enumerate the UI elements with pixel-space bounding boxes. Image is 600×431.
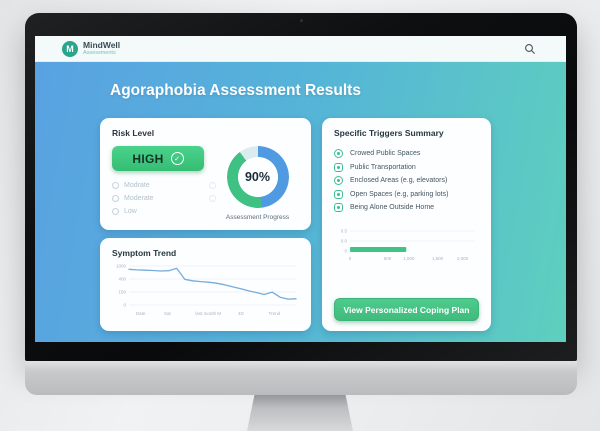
svg-text:150: 150 (118, 290, 126, 295)
trigger-item: Crowed Public Spaces (334, 147, 479, 161)
screen: M MindWell Assessments Agoraphobia Asses… (35, 36, 566, 342)
risk-option-list: Modrate Moderate (112, 179, 216, 218)
left-column: Risk Level HIGH ✓ Modrate (100, 118, 311, 331)
radio-icon[interactable] (112, 208, 119, 215)
view-coping-plan-button[interactable]: View Personalized Coping Plan (334, 298, 479, 321)
risk-option-modrate[interactable]: Modrate (112, 179, 216, 192)
brand-name[interactable]: MindWell (83, 40, 121, 50)
trigger-label: Being Alone Outside Home (350, 204, 435, 212)
risk-option-label: Moderate (124, 195, 154, 202)
svg-text:last month: last month (195, 311, 216, 316)
trigger-bar-chart: 0.5 0.0 0 0 500 1,000 1,500 2,000 (334, 222, 479, 267)
svg-text:0.5: 0.5 (341, 228, 348, 233)
svg-text:Sat: Sat (164, 311, 172, 316)
monitor-chin (25, 361, 577, 395)
svg-text:0.0: 0.0 (341, 238, 348, 243)
bus-icon (334, 162, 343, 172)
risk-card-title: Risk Level (112, 128, 155, 138)
svg-text:400: 400 (118, 277, 126, 282)
risk-option-label: Low (124, 208, 137, 215)
radio-icon[interactable] (209, 195, 216, 202)
triggers-card: Specific Triggers Summary Crowed Public … (322, 118, 491, 331)
home-icon (334, 203, 343, 213)
trigger-label: Open Spaces (e.g, parking lots) (350, 190, 449, 198)
progress-caption: Assessment Progress (225, 214, 290, 221)
svg-text:Trend: Trend (268, 311, 280, 316)
risk-level-card: Risk Level HIGH ✓ Modrate (100, 118, 311, 230)
risk-option-label: Modrate (124, 182, 150, 189)
brand-subtitle: Assessments (83, 49, 116, 56)
trigger-item: Being Alone Outside Home (334, 201, 479, 215)
risk-body: HIGH ✓ Modrate (112, 146, 299, 221)
risk-options-block: HIGH ✓ Modrate (112, 146, 216, 221)
parking-icon (334, 189, 343, 199)
trigger-list: Crowed Public Spaces Public Transportati… (334, 147, 479, 215)
trigger-item: Open Spaces (e.g, parking lots) (334, 188, 479, 202)
svg-text:500: 500 (384, 256, 392, 261)
svg-text:M: M (217, 311, 221, 316)
brand-logo-icon[interactable]: M (62, 40, 78, 57)
svg-text:1,000: 1,000 (403, 256, 415, 261)
svg-text:Date: Date (136, 311, 146, 316)
risk-high-button[interactable]: HIGH ✓ (112, 146, 204, 171)
brand-logo-letter: M (66, 43, 74, 54)
right-column: Specific Triggers Summary Crowed Public … (322, 118, 491, 331)
svg-text:1000: 1000 (116, 264, 127, 269)
trigger-item: Public Transportation (334, 161, 479, 175)
search-icon[interactable] (524, 43, 536, 55)
risk-option-moderate[interactable]: Moderate (112, 192, 216, 205)
trend-card-title: Symptom Trend (112, 248, 177, 258)
app-header: M MindWell Assessments (35, 36, 566, 62)
risk-high-label: HIGH (132, 151, 164, 166)
svg-text:0: 0 (344, 248, 347, 253)
webcam-icon (300, 19, 303, 22)
check-circle-icon: ✓ (170, 152, 184, 165)
svg-text:1,500: 1,500 (432, 256, 444, 261)
radio-icon[interactable] (112, 195, 119, 202)
radio-icon[interactable] (209, 182, 216, 189)
brand-block: MindWell Assessments (83, 41, 120, 56)
progress-percentage: 90% (244, 170, 271, 184)
assessment-progress-ring: 90% (226, 146, 289, 208)
crowd-icon (334, 149, 343, 159)
trigger-label: Crowed Public Spaces (350, 150, 421, 158)
monitor-stand (247, 395, 353, 431)
page-title: Agoraphobia Assessment Results (110, 82, 361, 99)
svg-text:0: 0 (349, 256, 352, 261)
triggers-card-title: Specific Triggers Summary (334, 128, 444, 138)
content-grid: Risk Level HIGH ✓ Modrate (100, 118, 566, 331)
risk-option-low[interactable]: Low (112, 205, 216, 218)
svg-text:0: 0 (123, 303, 126, 308)
trigger-label: Public Transportation (350, 163, 416, 171)
svg-text:4D: 4D (238, 311, 245, 316)
elevator-icon (334, 176, 343, 186)
symptom-trend-card: Symptom Trend 1000 400 150 0 Date Sat last mon… (100, 238, 311, 331)
svg-text:2,000: 2,000 (457, 256, 469, 261)
trigger-label: Enclosed Areas (e.g, elevators) (350, 177, 448, 185)
trigger-item: Enclosed Areas (e.g, elevators) (334, 174, 479, 188)
results-page: Agoraphobia Assessment Results Risk Leve… (35, 62, 566, 342)
symptom-trend-chart: 1000 400 150 0 Date Sat last month M 4D Trend (112, 261, 299, 324)
progress-ring-arc (226, 146, 289, 208)
assessment-progress-block: 90% Assessment Progress (216, 146, 299, 221)
radio-icon[interactable] (112, 182, 119, 189)
